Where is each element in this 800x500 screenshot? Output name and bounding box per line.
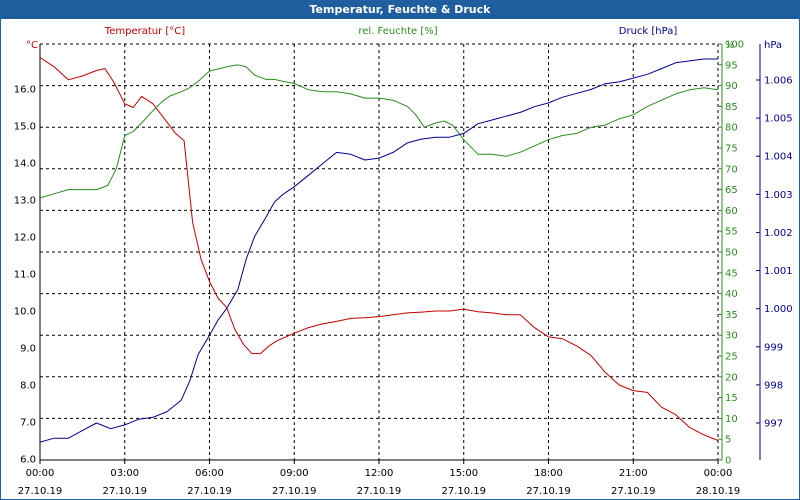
humidity-tick-label: 70 bbox=[725, 164, 738, 175]
humidity-tick-label: 35 bbox=[725, 310, 738, 321]
axes bbox=[39, 43, 761, 464]
series-lines bbox=[39, 57, 719, 443]
temperature-tick-label: 16.0 bbox=[14, 85, 36, 96]
x-tick-date: 27.10.19 bbox=[272, 486, 317, 497]
humidity-tick-label: 10 bbox=[725, 414, 738, 425]
pressure-tick-label: 997 bbox=[764, 419, 783, 430]
temperature-tick-label: 9.0 bbox=[20, 344, 36, 355]
humidity-tick-label: 85 bbox=[725, 102, 738, 113]
humidity-tick-label: 90 bbox=[725, 81, 738, 92]
humidity-tick-label: 25 bbox=[725, 352, 738, 363]
humidity-tick-label: 50 bbox=[725, 248, 738, 259]
x-tick-time: 06:00 bbox=[195, 468, 224, 479]
x-tick-date: 27.10.19 bbox=[357, 486, 402, 497]
x-tick-date: 27.10.19 bbox=[187, 486, 232, 497]
humidity-tick-label: 60 bbox=[725, 206, 738, 217]
temperature-axis-unit: °C bbox=[26, 40, 38, 51]
pressure-tick-label: 1.000 bbox=[764, 304, 793, 315]
x-tick-date: 27.10.19 bbox=[441, 486, 486, 497]
x-tick-date: 27.10.19 bbox=[611, 486, 656, 497]
x-tick-date: 27.10.19 bbox=[526, 486, 571, 497]
humidity-tick-label: 65 bbox=[725, 185, 738, 196]
pressure-tick-label: 1.002 bbox=[764, 228, 793, 239]
x-tick-time: 21:00 bbox=[619, 468, 648, 479]
temperature-tick-label: 8.0 bbox=[20, 381, 36, 392]
x-tick-time: 00:00 bbox=[704, 468, 733, 479]
x-tick-date: 27.10.19 bbox=[18, 486, 63, 497]
humidity-axis-unit: % bbox=[725, 40, 735, 51]
temperature-tick-label: 6.0 bbox=[20, 455, 36, 466]
pressure-tick-label: 1.003 bbox=[764, 190, 793, 201]
pressure-tick-label: 998 bbox=[764, 380, 783, 391]
x-tick-time: 15:00 bbox=[449, 468, 478, 479]
pressure-tick-label: 999 bbox=[764, 342, 783, 353]
pressure-line bbox=[39, 58, 718, 443]
temperature-tick-label: 7.0 bbox=[20, 418, 36, 429]
humidity-line bbox=[39, 64, 719, 199]
temperature-tick-label: 12.0 bbox=[14, 233, 36, 244]
temperature-line bbox=[39, 57, 719, 441]
humidity-tick-label: 55 bbox=[725, 227, 738, 238]
humidity-tick-label: 20 bbox=[725, 372, 738, 383]
pressure-tick-label: 1.004 bbox=[764, 152, 793, 163]
x-tick-time: 00:00 bbox=[26, 468, 55, 479]
humidity-tick-label: 0 bbox=[725, 456, 731, 467]
temperature-tick-label: 11.0 bbox=[14, 270, 36, 281]
x-tick-date: 27.10.19 bbox=[102, 486, 147, 497]
grid bbox=[40, 43, 719, 460]
humidity-tick-label: 5 bbox=[725, 435, 731, 446]
temperature-tick-label: 14.0 bbox=[14, 159, 36, 170]
window-title: Temperatur, Feuchte & Druck bbox=[1, 1, 799, 19]
pressure-tick-label: 1.001 bbox=[764, 266, 793, 277]
temperature-axis-label: Temperatur [°C] bbox=[104, 26, 185, 37]
humidity-tick-label: 100 bbox=[725, 40, 744, 51]
humidity-axis-label: rel. Feuchte [%] bbox=[358, 26, 437, 37]
temperature-tick-label: 15.0 bbox=[14, 122, 36, 133]
humidity-tick-label: 15 bbox=[725, 393, 738, 404]
humidity-tick-label: 45 bbox=[725, 268, 738, 279]
pressure-tick-label: 1.005 bbox=[764, 114, 793, 125]
pressure-axis-label: Druck [hPa] bbox=[619, 26, 678, 37]
pressure-tick-label: 1.006 bbox=[764, 76, 793, 87]
humidity-tick-label: 75 bbox=[725, 144, 738, 155]
temperature-tick-label: 10.0 bbox=[14, 307, 36, 318]
humidity-tick-label: 80 bbox=[725, 123, 738, 134]
x-tick-time: 03:00 bbox=[110, 468, 139, 479]
humidity-tick-label: 40 bbox=[725, 289, 738, 300]
x-tick-time: 12:00 bbox=[365, 468, 394, 479]
x-tick-time: 09:00 bbox=[280, 468, 309, 479]
temperature-tick-label: 13.0 bbox=[14, 196, 36, 207]
pressure-axis-unit: hPa bbox=[764, 40, 782, 51]
x-tick-date: 28.10.19 bbox=[696, 486, 741, 497]
axis-labels: 00:00 27.10.19 03:00 27.10.19 06:00 27.10.19 0… bbox=[14, 26, 793, 497]
x-tick-time: 18:00 bbox=[534, 468, 563, 479]
humidity-tick-label: 95 bbox=[725, 60, 738, 71]
humidity-tick-label: 30 bbox=[725, 331, 738, 342]
